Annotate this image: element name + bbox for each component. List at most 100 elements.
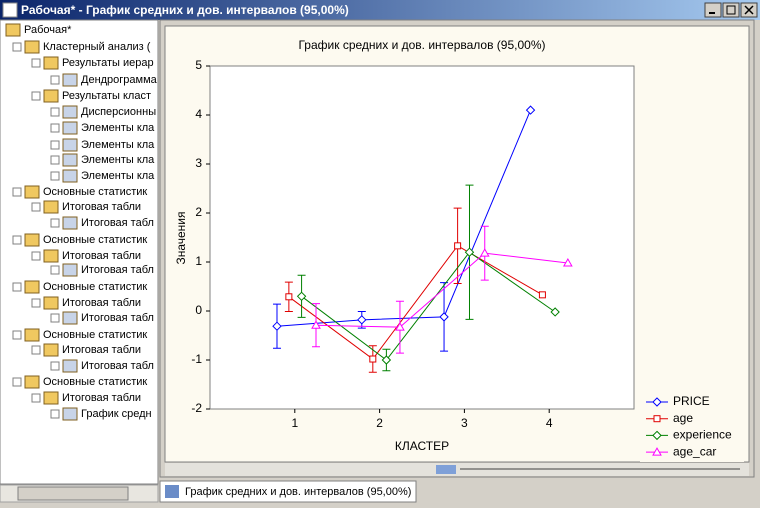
expander[interactable] bbox=[31, 91, 41, 101]
tree-item[interactable]: Дендрограмма bbox=[81, 74, 158, 86]
marker bbox=[479, 248, 490, 257]
expander[interactable] bbox=[31, 202, 41, 212]
expander[interactable] bbox=[50, 265, 60, 275]
tree-icon bbox=[62, 311, 78, 325]
expander[interactable] bbox=[12, 187, 22, 197]
marker bbox=[381, 355, 392, 365]
marker bbox=[525, 105, 536, 115]
expander[interactable] bbox=[12, 330, 22, 340]
expander[interactable] bbox=[12, 42, 22, 52]
tree-item[interactable]: Итоговая табли bbox=[62, 392, 141, 404]
expander[interactable] bbox=[50, 107, 60, 117]
marker bbox=[369, 355, 377, 363]
scroll-thumb[interactable] bbox=[17, 486, 129, 501]
expander[interactable] bbox=[12, 377, 22, 387]
expander[interactable] bbox=[50, 75, 60, 85]
y-tick-label: -1 bbox=[191, 352, 202, 366]
expander[interactable] bbox=[12, 282, 22, 292]
expander[interactable] bbox=[31, 58, 41, 68]
series-line bbox=[301, 251, 556, 361]
expander[interactable] bbox=[31, 298, 41, 308]
tree-item[interactable]: Рабочая* bbox=[24, 24, 72, 36]
tree-item[interactable]: Дисперсионны bbox=[81, 106, 156, 118]
expander[interactable] bbox=[12, 235, 22, 245]
tree-item[interactable]: Итоговая табл bbox=[81, 217, 154, 229]
y-tick-label: 1 bbox=[195, 254, 202, 268]
tree-item[interactable]: Итоговая табл bbox=[81, 312, 154, 324]
tree-item[interactable]: Кластерный анализ ( bbox=[43, 41, 151, 53]
tree-icon bbox=[43, 391, 59, 405]
scroll-control[interactable] bbox=[436, 465, 456, 474]
expander[interactable] bbox=[50, 155, 60, 165]
tree-icon bbox=[43, 296, 59, 310]
marker bbox=[652, 447, 662, 456]
tree-item[interactable]: Элементы кла bbox=[81, 154, 155, 166]
tree-icon bbox=[43, 249, 59, 263]
expander[interactable] bbox=[50, 409, 60, 419]
tree-item[interactable]: Результаты иерар bbox=[62, 57, 154, 69]
marker bbox=[439, 312, 449, 322]
y-tick-label: 0 bbox=[195, 303, 202, 317]
app-icon bbox=[2, 2, 18, 18]
expander[interactable] bbox=[31, 393, 41, 403]
marker bbox=[272, 321, 282, 331]
legend-label: experience bbox=[673, 428, 732, 442]
document-tab[interactable] bbox=[159, 480, 417, 503]
tree-item[interactable]: Итоговая табли bbox=[62, 201, 141, 213]
y-tick-label: 2 bbox=[195, 205, 202, 219]
tree-icon bbox=[62, 138, 78, 152]
marker bbox=[296, 291, 307, 302]
tree-item[interactable]: Основные статистик bbox=[43, 376, 147, 388]
expander[interactable] bbox=[31, 345, 41, 355]
chart-scrollbar[interactable] bbox=[165, 463, 749, 476]
tree-item[interactable]: Основные статистик bbox=[43, 329, 147, 341]
tree-item[interactable]: Элементы кла bbox=[81, 170, 155, 182]
tree-item[interactable]: Итоговая табли bbox=[62, 344, 141, 356]
plot-area bbox=[209, 65, 635, 410]
tree-item[interactable]: Элементы кла bbox=[81, 122, 155, 134]
tree-item[interactable]: Итоговая табл bbox=[81, 264, 154, 276]
marker bbox=[550, 307, 560, 317]
tab-icon bbox=[165, 485, 179, 498]
expander[interactable] bbox=[50, 361, 60, 371]
tree: Рабочая* Кластерный анализ ( Результаты ие… bbox=[5, 23, 158, 421]
tree-item[interactable]: Основные статистик bbox=[43, 281, 147, 293]
tree-icon bbox=[62, 121, 78, 135]
chart: График средних и дов. интервалов (95,00%… bbox=[174, 38, 744, 462]
tree-item[interactable]: Основные статистик bbox=[43, 234, 147, 246]
legend-label: age bbox=[673, 411, 693, 425]
tree-icon bbox=[24, 185, 40, 199]
tree-item[interactable]: Основные статистик bbox=[43, 186, 147, 198]
tree-icon bbox=[24, 328, 40, 342]
tree-item[interactable]: Элементы кла bbox=[81, 139, 155, 151]
tree-item[interactable]: Итоговая табли bbox=[62, 250, 141, 262]
expander[interactable] bbox=[50, 171, 60, 181]
marker bbox=[538, 291, 546, 299]
minimize-button[interactable] bbox=[704, 2, 722, 18]
x-tick-label: 2 bbox=[376, 416, 383, 430]
marker bbox=[652, 397, 662, 407]
expander[interactable] bbox=[50, 123, 60, 133]
tree-icon bbox=[62, 216, 78, 230]
tree-item[interactable]: Итоговая табл bbox=[81, 360, 154, 372]
tree-icon bbox=[62, 153, 78, 167]
tree-item[interactable]: Результаты класт bbox=[62, 90, 151, 102]
tree-item[interactable]: Итоговая табли bbox=[62, 297, 141, 309]
y-tick-label: 3 bbox=[195, 156, 202, 170]
tree-item[interactable]: График средн bbox=[81, 408, 152, 420]
expander[interactable] bbox=[50, 313, 60, 323]
maximize-button[interactable] bbox=[722, 2, 740, 18]
marker bbox=[395, 322, 405, 331]
tree-icon bbox=[5, 23, 21, 37]
icon bbox=[726, 5, 736, 15]
expander[interactable] bbox=[31, 251, 41, 261]
window-buttons bbox=[704, 2, 758, 18]
expander[interactable] bbox=[50, 140, 60, 150]
y-tick-label: 4 bbox=[195, 107, 202, 121]
tree-panel bbox=[0, 19, 159, 485]
chart-title: График средних и дов. интервалов (95,00%… bbox=[298, 38, 545, 52]
legend-label: age_car bbox=[673, 444, 716, 458]
series-line bbox=[315, 252, 568, 328]
expander[interactable] bbox=[50, 218, 60, 228]
marker bbox=[357, 315, 367, 325]
